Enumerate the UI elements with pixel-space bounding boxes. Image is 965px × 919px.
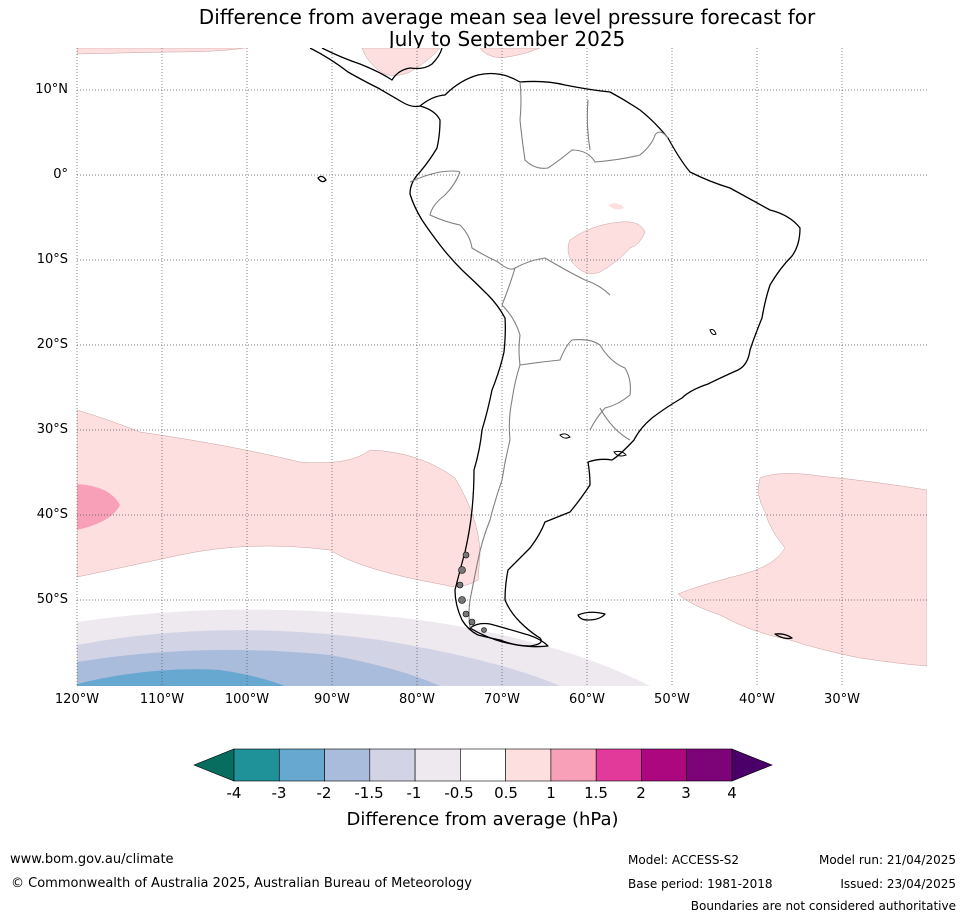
colorbar [194, 749, 772, 781]
positive-anomaly-brazil [568, 222, 645, 274]
lon-label-60w: 60°W [557, 692, 617, 707]
copyright-notice: © Commonwealth of Australia 2025, Austra… [11, 876, 472, 891]
positive-anomaly-atlantic [678, 473, 927, 666]
positive-anomaly-pacific [77, 410, 480, 587]
colorbar-tick: 0.5 [486, 784, 526, 802]
lat-label-50s: 50°S [8, 592, 68, 607]
lon-label-50w: 50°W [642, 692, 702, 707]
boundaries-disclaimer: Boundaries are not considered authoritat… [691, 899, 956, 913]
colorbar-tick: -0.5 [439, 784, 479, 802]
colorbar-segment [687, 749, 732, 781]
galapagos-islands [318, 176, 326, 181]
lon-label-80w: 80°W [387, 692, 447, 707]
colorbar-segment [415, 749, 460, 781]
colorbar-segment [551, 749, 596, 781]
colorbar-tick: -3 [259, 784, 299, 802]
falkland-islands [578, 612, 605, 620]
positive-anomaly-north-pacific [77, 48, 245, 54]
website-link[interactable]: www.bom.gov.au/climate [10, 852, 174, 867]
map-canvas [0, 0, 965, 919]
lon-label-120w: 120°W [47, 692, 107, 707]
lat-label-30s: 30°S [8, 422, 68, 437]
model-name: Model: ACCESS-S2 [628, 853, 739, 867]
colorbar-tick: 4 [712, 784, 752, 802]
lat-label-40s: 40°S [8, 507, 68, 522]
lon-label-70w: 70°W [472, 692, 532, 707]
lakes [560, 330, 716, 457]
colorbar-tick: 1.5 [576, 784, 616, 802]
colorbar-low-extend [194, 749, 234, 781]
lon-label-40w: 40°W [727, 692, 787, 707]
colorbar-tick: -4 [214, 784, 254, 802]
colorbar-segment [506, 749, 551, 781]
lon-label-90w: 90°W [302, 692, 362, 707]
colorbar-tick: 1 [531, 784, 571, 802]
colorbar-high-extend [732, 749, 772, 781]
model-run-date: Model run: 21/04/2025 [819, 853, 956, 867]
colorbar-tick: -1.5 [349, 784, 389, 802]
lat-label-0: 0° [8, 167, 68, 182]
issued-date: Issued: 23/04/2025 [840, 877, 956, 891]
colorbar-tick: -2 [304, 784, 344, 802]
colorbar-segment [641, 749, 686, 781]
colorbar-tick: 3 [666, 784, 706, 802]
base-period: Base period: 1981-2018 [628, 877, 773, 891]
colorbar-segment [325, 749, 370, 781]
colorbar-segment [370, 749, 415, 781]
colorbar-segment [279, 749, 324, 781]
lon-label-110w: 110°W [132, 692, 192, 707]
colorbar-title: Difference from average (hPa) [0, 809, 965, 830]
colorbar-tick: -1 [394, 784, 434, 802]
lat-label-10s: 10°S [8, 252, 68, 267]
colorbar-segment [234, 749, 279, 781]
colorbar-segment [460, 749, 505, 781]
lat-label-20s: 20°S [8, 337, 68, 352]
colorbar-tick: 2 [621, 784, 661, 802]
colorbar-segment [596, 749, 641, 781]
lon-label-30w: 30°W [812, 692, 872, 707]
lon-label-100w: 100°W [217, 692, 277, 707]
lat-label-10n: 10°N [8, 82, 68, 97]
